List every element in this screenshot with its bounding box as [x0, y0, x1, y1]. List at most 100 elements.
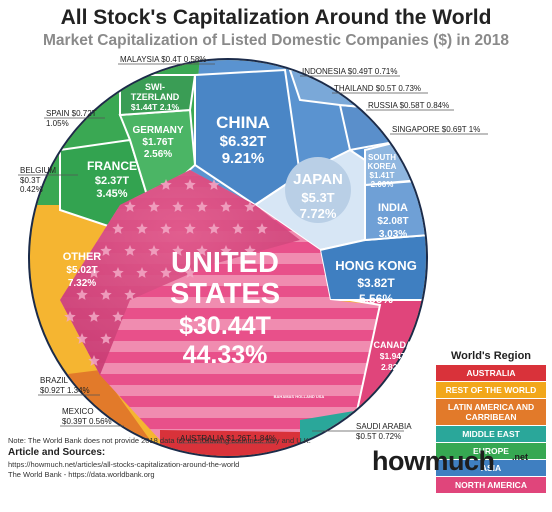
source-link-worldbank[interactable]: The World Bank - https://data.worldbank.… [8, 470, 155, 479]
label-sk-share: 2.06% [371, 180, 394, 189]
label-bahamas: BAHAMAS HOLLAND USA [274, 394, 325, 399]
label-belgium-3: 0.42% [20, 185, 43, 194]
label-thailand: THAILAND $0.5T 0.73% [334, 84, 421, 93]
star-icon [76, 333, 88, 344]
label-belgium-1: BELGIUM [20, 166, 56, 175]
star-icon [124, 289, 136, 300]
japan-emblem [285, 157, 351, 223]
star-icon [88, 311, 100, 322]
cell-switzerland [119, 74, 197, 117]
label-india-share: 3.03% [379, 229, 407, 240]
star-icon [160, 179, 172, 190]
label-germany-name: GERMANY [132, 125, 183, 136]
label-swi-vs: $1.44T 2.1% [131, 102, 180, 112]
star-icon [100, 289, 112, 300]
brand-logo: howmuch [372, 446, 495, 476]
label-japan-name: JAPAN [293, 171, 343, 188]
star-icon [148, 201, 160, 212]
star-icon [196, 201, 208, 212]
star-icon [136, 223, 148, 234]
legend-item: NORTH AMERICA [436, 477, 546, 494]
source-link-article[interactable]: https://howmuch.net/articles/all-stocks-… [8, 460, 240, 469]
sources-heading: Article and Sources: [8, 447, 106, 458]
label-other-share: 7.32% [68, 278, 96, 289]
label-swi-name2: TZERLAND [131, 92, 180, 102]
star-icon [232, 223, 244, 234]
star-icon [196, 245, 208, 256]
label-saudi-2: $0.5T 0.72% [356, 432, 401, 441]
star-icon [88, 355, 100, 366]
star-icon [136, 267, 148, 278]
label-other-value: $5.02T [66, 265, 97, 276]
star-icon [112, 267, 124, 278]
label-us-name2: STATES [170, 278, 280, 310]
star-icon [88, 267, 100, 278]
star-icon [184, 179, 196, 190]
cell-hong-kong [318, 233, 426, 301]
star-icon [100, 245, 112, 256]
us-star-field [60, 170, 300, 375]
region-legend: World's Region AUSTRALIA REST OF THE WORL… [436, 350, 546, 494]
star-icon [220, 201, 232, 212]
star-icon [220, 245, 232, 256]
star-icon [172, 201, 184, 212]
label-japan-value: $5.3T [301, 190, 334, 205]
star-icon [256, 223, 268, 234]
label-germany-value: $1.76T [142, 137, 173, 148]
cell-australia [160, 430, 300, 456]
label-canada-name: CANADA [374, 340, 413, 350]
star-icon [160, 223, 172, 234]
brand-suffix: .net [512, 452, 529, 462]
label-france-value: $2.37T [95, 175, 130, 187]
star-icon [124, 245, 136, 256]
label-canada-share: 2.82% [381, 362, 406, 372]
star-icon [184, 267, 196, 278]
label-saudi-1: SAUDI ARABIA [356, 422, 412, 431]
legend-item: AUSTRALIA [436, 365, 546, 382]
footer-note: Note: The World Bank does not provide 20… [8, 436, 311, 445]
star-icon [184, 223, 196, 234]
label-spain-2: 1.05% [46, 119, 69, 128]
legend-title: World's Region [450, 350, 532, 362]
label-us-name1: UNITED [171, 247, 279, 279]
label-swi-name1: SWI- [145, 82, 165, 92]
label-mexico-1: MEXICO [62, 407, 94, 416]
label-sk-name2: KOREA [368, 162, 397, 171]
legend-item: MIDDLE EAST [436, 426, 546, 443]
label-brazil-1: BRAZIL [40, 376, 69, 385]
label-us-share: 44.33% [183, 341, 268, 369]
star-icon [100, 333, 112, 344]
label-singapore: SINGAPORE $0.69T 1% [392, 125, 480, 134]
label-france-share: 3.45% [96, 188, 127, 200]
legend-item: REST OF THE WORLD [436, 382, 546, 399]
star-icon [208, 179, 220, 190]
label-mexico-2: $0.39T 0.56% [62, 417, 112, 426]
label-germany-share: 2.56% [144, 149, 172, 160]
label-other-name: OTHER [63, 251, 102, 263]
us-stars [64, 179, 268, 366]
label-canada-value: $1.94T [380, 351, 407, 361]
label-japan-share: 7.72% [300, 206, 337, 221]
star-icon [64, 311, 76, 322]
star-icon [112, 311, 124, 322]
label-russia: RUSSIA $0.58T 0.84% [368, 101, 449, 110]
label-malaysia: MALAYSIA $0.4T 0.58% [120, 55, 206, 64]
label-india-name: INDIA [378, 202, 408, 214]
label-sk-value: $1.41T [370, 171, 395, 180]
label-indonesia: INDONESIA $0.49T 0.71% [302, 67, 397, 76]
legend-item: LATIN AMERICA AND CARRIBEAN [436, 399, 546, 426]
label-spain-1: SPAIN $0.72T [46, 109, 97, 118]
label-hk-share: 5.56% [359, 292, 393, 306]
label-india-value: $2.08T [377, 216, 408, 227]
label-china-name: CHINA [216, 113, 270, 132]
star-icon [208, 223, 220, 234]
star-icon [160, 267, 172, 278]
legend-item: ASIA [436, 460, 546, 477]
star-icon [172, 245, 184, 256]
label-belgium-2: $0.3T [20, 176, 41, 185]
label-brazil-2: $0.92T 1.34% [40, 386, 90, 395]
star-icon [244, 245, 256, 256]
label-hk-name: HONG KONG [335, 258, 417, 273]
label-france-name: FRANCE [87, 159, 137, 173]
